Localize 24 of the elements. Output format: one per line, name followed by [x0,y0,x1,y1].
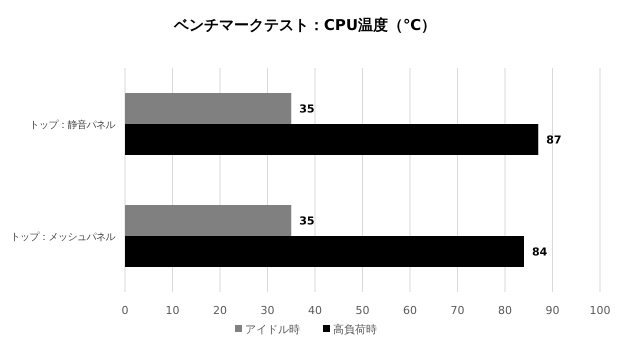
data-label: 87 [546,134,562,146]
x-tick-label: 90 [546,304,560,317]
x-tick-label: 70 [450,304,464,317]
data-label: 84 [532,246,548,258]
data-label: 35 [299,102,315,116]
legend-label: 高負荷時 [333,323,377,336]
chart-title: ベンチマークテスト：CPU温度（℃） [172,16,436,34]
y-tick-label: トップ：メッシュパネル [10,231,116,243]
legend-label: アイドル時 [245,323,300,336]
data-label: 35 [299,214,315,228]
x-tick-label: 50 [356,304,370,317]
x-tick-label: 10 [166,304,180,317]
x-tick-label: 30 [260,304,274,317]
x-tick-label: 60 [403,304,417,317]
bar [125,93,292,124]
bar [125,236,524,267]
x-tick-label: 40 [308,304,322,317]
bar [125,124,538,155]
bar [125,205,292,236]
y-tick-label: トップ：静音パネル [30,119,116,131]
x-tick-label: 100 [590,304,610,317]
x-tick-label: 80 [498,304,512,317]
x-tick-label: 0 [122,304,128,317]
x-tick-label: 20 [213,304,227,317]
